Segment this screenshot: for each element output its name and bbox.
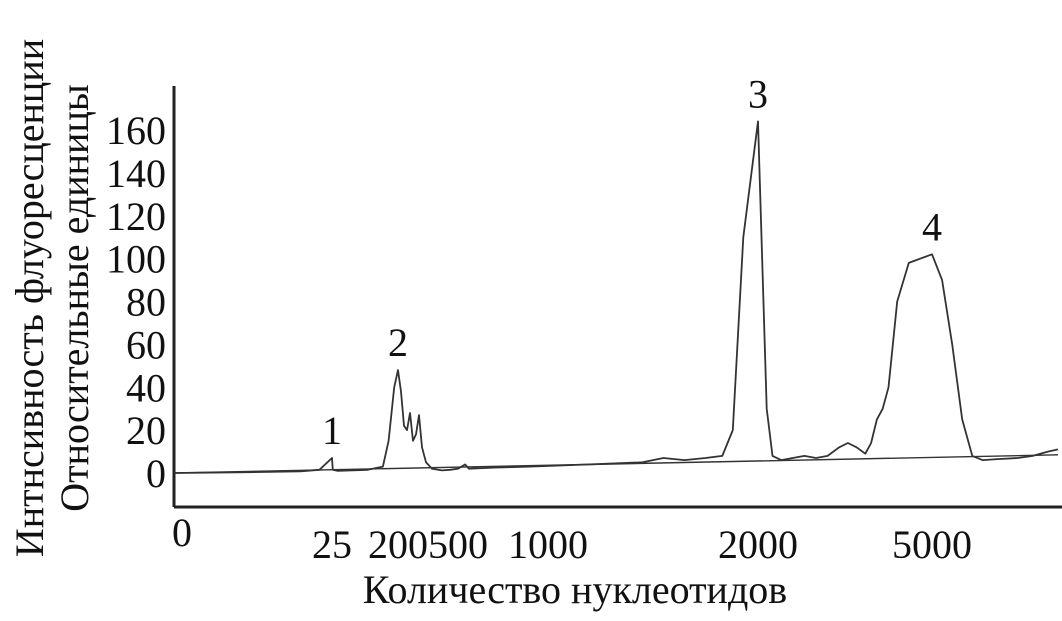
y-tick-label: 120 (106, 194, 166, 239)
peak-label: 1 (322, 408, 342, 453)
x-tick-label: 500 (428, 522, 488, 567)
y-axis-label-line2: Относительные единицы (52, 84, 97, 511)
signal-trace (173, 120, 1059, 474)
x-origin-label: 0 (172, 510, 192, 555)
y-axis-label-line1: Интнсивность флуоресценции (7, 39, 52, 557)
y-tick-label: 140 (106, 151, 166, 196)
x-tick-label: 200 (368, 522, 428, 567)
y-tick-label: 60 (126, 322, 166, 367)
x-tick-label: 2000 (718, 522, 798, 567)
x-tick-label: 1000 (508, 522, 588, 567)
peak-label: 4 (922, 204, 942, 249)
baseline-trace (173, 454, 1059, 474)
x-tick-label: 25 (312, 522, 352, 567)
x-tick-labels: 25 200 500 1000 2000 5000 (312, 522, 972, 567)
x-tick-label: 5000 (892, 522, 972, 567)
series-lines (173, 120, 1059, 474)
y-tick-label: 80 (126, 280, 166, 325)
y-tick-label: 160 (106, 108, 166, 153)
y-tick-label: 0 (146, 451, 166, 496)
peak-label: 3 (748, 71, 768, 116)
y-tick-label: 40 (126, 365, 166, 410)
peak-labels: 1 2 3 4 (322, 71, 942, 453)
x-axis-label: Количество нуклеотидов (363, 567, 787, 612)
peak-label: 2 (388, 320, 408, 365)
y-tick-label: 20 (126, 408, 166, 453)
y-tick-label: 100 (106, 237, 166, 282)
